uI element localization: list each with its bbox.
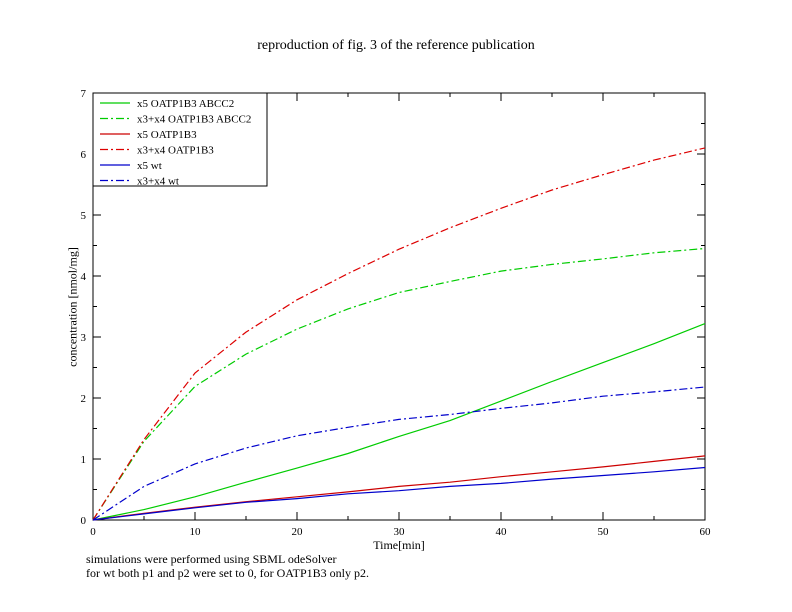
series-line bbox=[92, 323, 706, 521]
axis-ticks: 0 10 20 30 40 50 60 0 1 2 3 4 5 6 7 bbox=[81, 88, 712, 538]
legend-label: x3+x4 OATP1B3 ABCC2 bbox=[137, 114, 251, 126]
legend-label: x5 OATP1B3 ABCC2 bbox=[137, 98, 234, 110]
chart-title: reproduction of fig. 3 of the reference … bbox=[257, 38, 535, 53]
series-layer bbox=[92, 147, 706, 521]
legend-label: x3+x4 wt bbox=[137, 176, 179, 188]
y-tick-label: 5 bbox=[81, 210, 87, 222]
series-line bbox=[92, 147, 706, 521]
y-tick-label: 2 bbox=[81, 393, 87, 405]
y-axis-label: concentration [nmol/mg] bbox=[65, 247, 80, 367]
series-line bbox=[92, 247, 706, 521]
y-tick-label: 0 bbox=[81, 515, 87, 527]
series-line bbox=[92, 386, 706, 521]
y-tick-label: 7 bbox=[81, 88, 87, 100]
x-tick-label: 50 bbox=[598, 526, 610, 538]
x-tick-label: 0 bbox=[90, 526, 96, 538]
y-tick-label: 3 bbox=[81, 332, 87, 344]
y-tick-label: 6 bbox=[81, 149, 87, 161]
legend-label: x5 OATP1B3 bbox=[137, 129, 197, 141]
x-tick-label: 60 bbox=[700, 526, 712, 538]
legend-label: x5 wt bbox=[137, 160, 162, 172]
legend-label: x3+x4 OATP1B3 bbox=[137, 145, 214, 157]
y-tick-label: 1 bbox=[81, 454, 87, 466]
x-tick-label: 40 bbox=[496, 526, 508, 538]
x-tick-label: 30 bbox=[394, 526, 406, 538]
series-line bbox=[92, 466, 706, 521]
x-tick-label: 20 bbox=[292, 526, 304, 538]
y-tick-label: 4 bbox=[81, 271, 87, 283]
footnotes: simulations were performed using SBML od… bbox=[86, 552, 369, 580]
footnote-line: for wt both p1 and p2 were set to 0, for… bbox=[86, 566, 369, 580]
x-tick-label: 10 bbox=[190, 526, 202, 538]
x-axis-label: Time[min] bbox=[373, 538, 425, 552]
legend: x5 OATP1B3 ABCC2 x3+x4 OATP1B3 ABCC2 x5 OA… bbox=[92, 92, 268, 188]
footnote-line: simulations were performed using SBML od… bbox=[86, 552, 337, 566]
series-line bbox=[92, 455, 706, 521]
legend-box bbox=[92, 92, 268, 187]
